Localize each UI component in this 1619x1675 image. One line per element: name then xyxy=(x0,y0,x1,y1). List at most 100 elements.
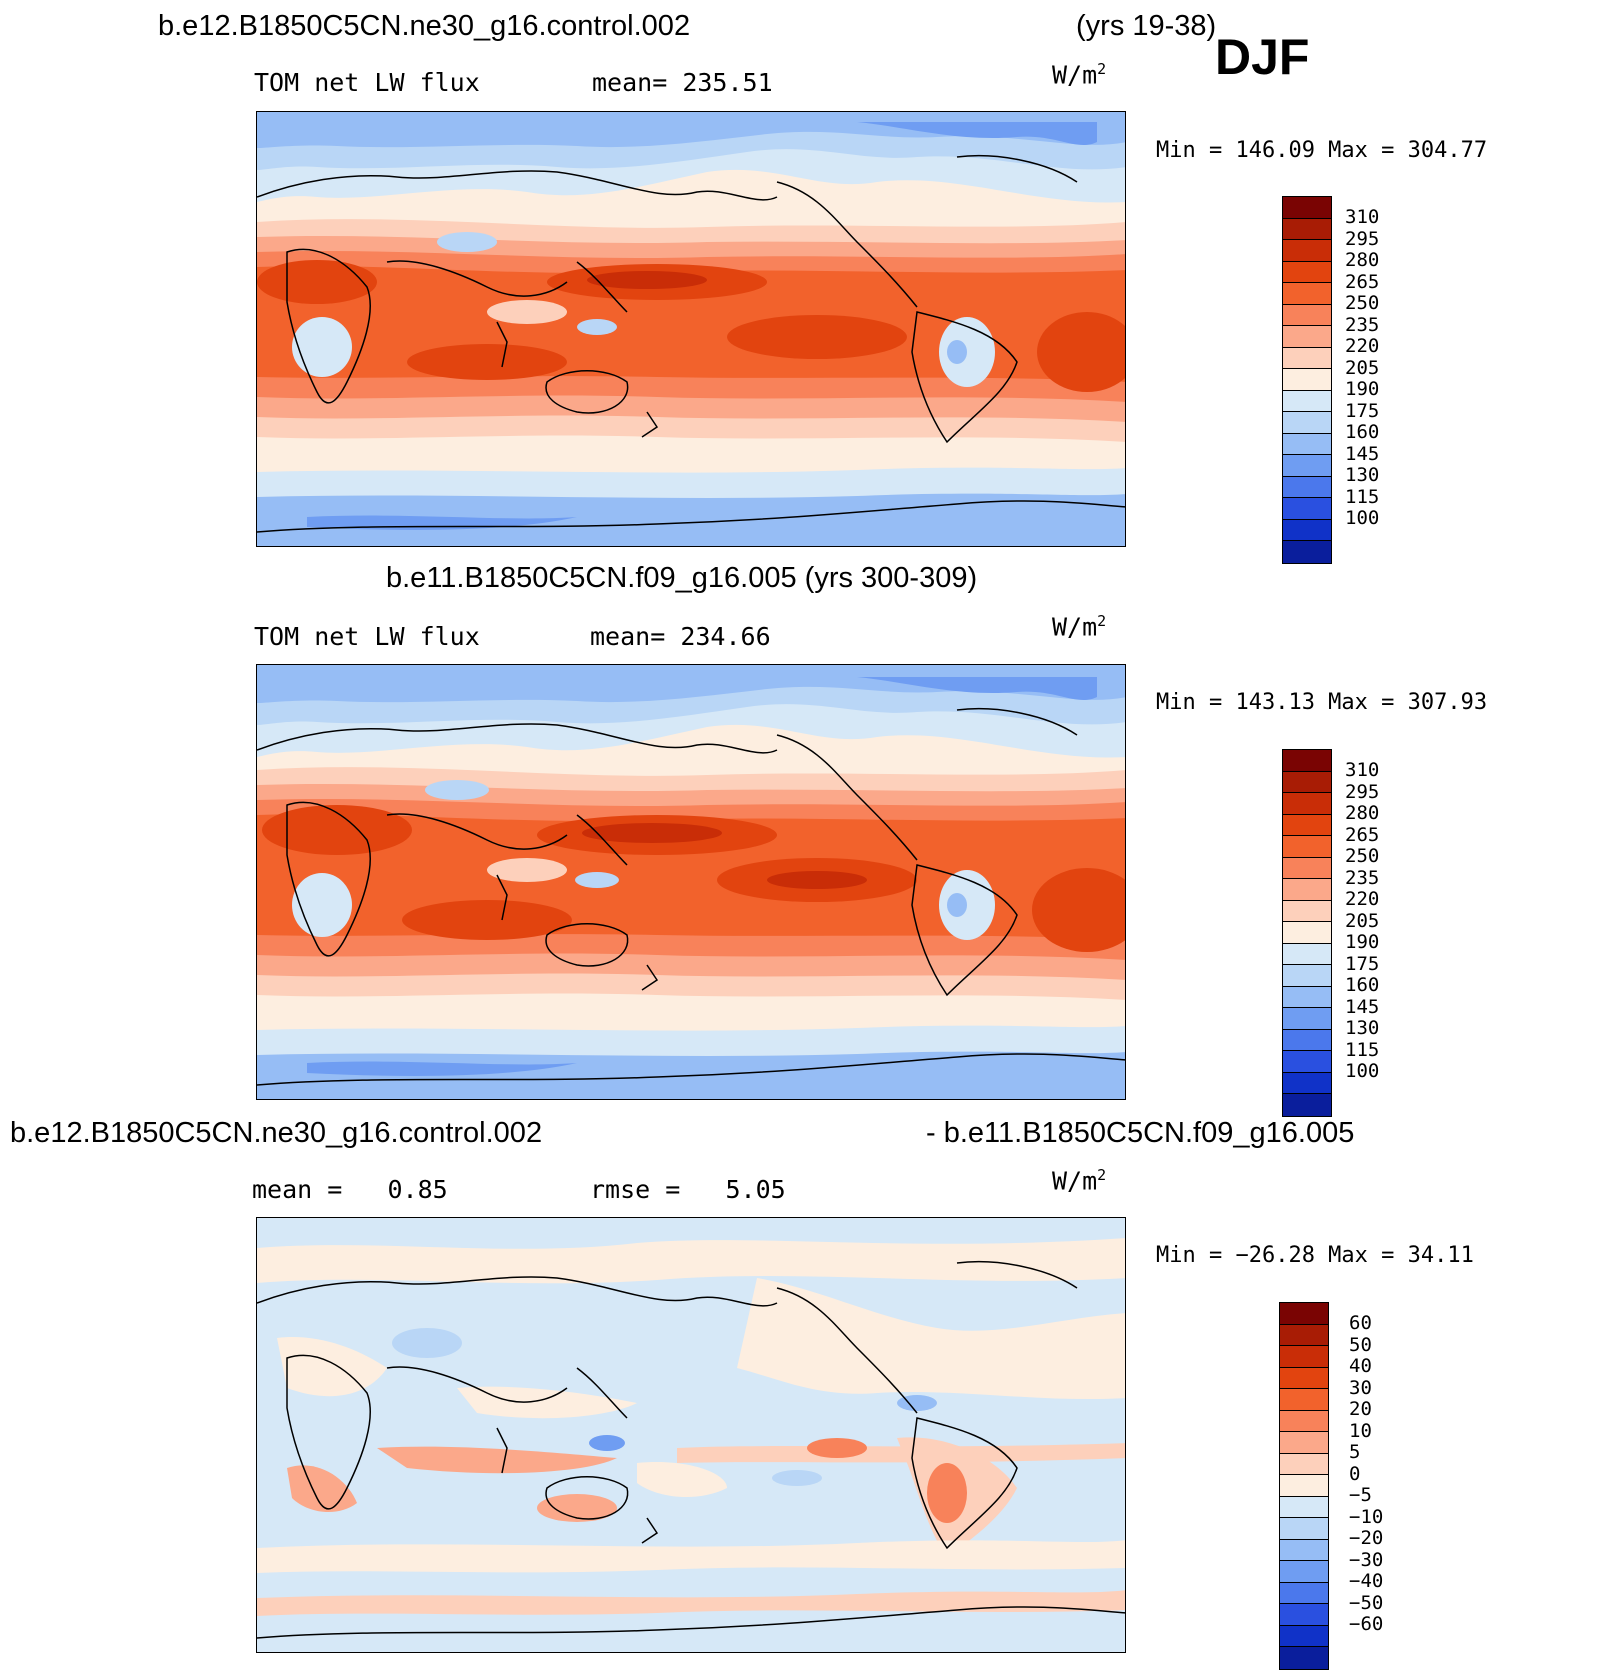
colorbar-tick-label: 10 xyxy=(1349,1419,1372,1442)
panel2-variable: TOM net LW flux xyxy=(254,622,480,651)
colorbar-swatch xyxy=(1283,476,1331,498)
colorbar-swatch xyxy=(1280,1582,1328,1604)
colorbar-swatch xyxy=(1283,1008,1331,1030)
colorbar-swatch xyxy=(1280,1367,1328,1389)
colorbar-tick-label: 145 xyxy=(1345,442,1380,465)
colorbar-swatch xyxy=(1283,750,1331,772)
colorbar-tick-label: 0 xyxy=(1349,1462,1361,1485)
colorbar-tick-label: −50 xyxy=(1349,1591,1384,1614)
colorbar-tick-label: 250 xyxy=(1345,845,1380,867)
colorbar-tick-label: 220 xyxy=(1345,335,1380,357)
panel2-map-svg xyxy=(257,665,1125,1099)
colorbar-tick-label: 190 xyxy=(1345,931,1380,953)
colorbar-tick-label: −40 xyxy=(1349,1570,1384,1592)
panel1-minmax: Min = 146.09 Max = 304.77 xyxy=(1156,138,1488,163)
colorbar-tick-label: 310 xyxy=(1345,759,1380,781)
panel1-map xyxy=(256,111,1126,547)
colorbar-swatch xyxy=(1283,1094,1331,1116)
colorbar-tick-label: 205 xyxy=(1345,356,1380,379)
colorbar-swatch xyxy=(1283,197,1331,219)
colorbar-swatch xyxy=(1283,965,1331,987)
colorbar-swatch xyxy=(1283,857,1331,879)
colorbar-swatch xyxy=(1283,390,1331,412)
colorbar-swatch xyxy=(1283,814,1331,836)
panel1-variable: TOM net LW flux xyxy=(254,68,480,97)
colorbar-swatch xyxy=(1283,900,1331,922)
colorbar-swatch xyxy=(1280,1432,1328,1454)
colorbar-tick-label: 130 xyxy=(1345,1017,1380,1039)
colorbar-tick-label: 20 xyxy=(1349,1398,1372,1420)
colorbar-swatch xyxy=(1280,1539,1328,1561)
panel2-units: W/m2 xyxy=(1052,612,1107,642)
colorbar-swatch xyxy=(1283,879,1331,901)
colorbar-swatch xyxy=(1283,541,1331,563)
panel3-mean: mean = 0.85 xyxy=(252,1175,448,1204)
colorbar-swatch xyxy=(1280,1475,1328,1497)
colorbar-tick-label: −10 xyxy=(1349,1505,1384,1528)
colorbar-tick-label: 295 xyxy=(1345,227,1380,250)
panel2-minmax: Min = 143.13 Max = 307.93 xyxy=(1156,690,1488,715)
colorbar-swatch xyxy=(1283,519,1331,541)
colorbar-tick-label: 310 xyxy=(1345,206,1380,228)
colorbar-swatch xyxy=(1280,1303,1328,1325)
colorbar-swatch xyxy=(1280,1625,1328,1647)
colorbar-swatch xyxy=(1280,1496,1328,1518)
years-label-top: (yrs 19-38) xyxy=(1076,10,1217,42)
colorbar-tick-label: 115 xyxy=(1345,485,1380,508)
panel2-map xyxy=(256,664,1126,1100)
colorbar-swatch xyxy=(1283,986,1331,1008)
colorbar-tick-label: 130 xyxy=(1345,464,1380,486)
colorbar-tick-label: −20 xyxy=(1349,1527,1384,1549)
colorbar-tick-label: 265 xyxy=(1345,270,1380,293)
colorbar-swatch xyxy=(1283,433,1331,455)
colorbar-swatch xyxy=(1283,1072,1331,1094)
colorbar-swatch xyxy=(1280,1389,1328,1411)
panel2-colorbar xyxy=(1282,749,1332,1117)
colorbar-swatch xyxy=(1280,1647,1328,1669)
colorbar-tick-label: 160 xyxy=(1345,421,1380,443)
colorbar-swatch xyxy=(1283,326,1331,348)
panel2-mean: mean= 234.66 xyxy=(590,622,771,651)
panel3-colorbar xyxy=(1279,1302,1329,1670)
colorbar-tick-label: 190 xyxy=(1345,378,1380,400)
colorbar-tick-label: 60 xyxy=(1349,1312,1372,1334)
colorbar-tick-label: 40 xyxy=(1349,1355,1372,1377)
colorbar-swatch xyxy=(1280,1324,1328,1346)
panel3-rmse: rmse = 5.05 xyxy=(590,1175,786,1204)
colorbar-swatch xyxy=(1280,1561,1328,1583)
colorbar-tick-label: 235 xyxy=(1345,866,1380,889)
colorbar-swatch xyxy=(1280,1518,1328,1540)
colorbar-tick-label: 50 xyxy=(1349,1333,1372,1356)
colorbar-tick-label: 280 xyxy=(1345,249,1380,271)
colorbar-swatch xyxy=(1280,1410,1328,1432)
colorbar-tick-label: 100 xyxy=(1345,507,1380,529)
colorbar-tick-label: 160 xyxy=(1345,974,1380,996)
colorbar-swatch xyxy=(1283,283,1331,305)
panel3-minmax: Min = −26.28 Max = 34.11 xyxy=(1156,1243,1474,1268)
colorbar-swatch xyxy=(1283,771,1331,793)
colorbar-tick-label: 205 xyxy=(1345,909,1380,932)
panel3-units: W/m2 xyxy=(1052,1166,1107,1196)
colorbar-tick-label: 280 xyxy=(1345,802,1380,824)
colorbar-tick-label: 115 xyxy=(1345,1038,1380,1061)
colorbar-swatch xyxy=(1283,369,1331,391)
colorbar-swatch xyxy=(1283,1029,1331,1051)
colorbar-swatch xyxy=(1283,793,1331,815)
colorbar-tick-label: 175 xyxy=(1345,952,1380,975)
panel3-map-svg xyxy=(257,1218,1125,1652)
season-label: DJF xyxy=(1215,29,1310,85)
panel1-mean: mean= 235.51 xyxy=(592,68,773,97)
panel3-map xyxy=(256,1217,1126,1653)
colorbar-swatch xyxy=(1283,412,1331,434)
colorbar-tick-label: 30 xyxy=(1349,1376,1372,1399)
colorbar-swatch xyxy=(1283,261,1331,283)
panel1-map-svg xyxy=(257,112,1125,546)
colorbar-swatch xyxy=(1283,836,1331,858)
panel1-colorbar xyxy=(1282,196,1332,564)
colorbar-tick-label: 220 xyxy=(1345,888,1380,910)
colorbar-swatch xyxy=(1283,347,1331,369)
colorbar-tick-label: 295 xyxy=(1345,780,1380,803)
colorbar-swatch xyxy=(1280,1346,1328,1368)
colorbar-tick-label: 100 xyxy=(1345,1060,1380,1082)
case-title-diff-left: b.e12.B1850C5CN.ne30_g16.control.002 xyxy=(10,1117,543,1149)
